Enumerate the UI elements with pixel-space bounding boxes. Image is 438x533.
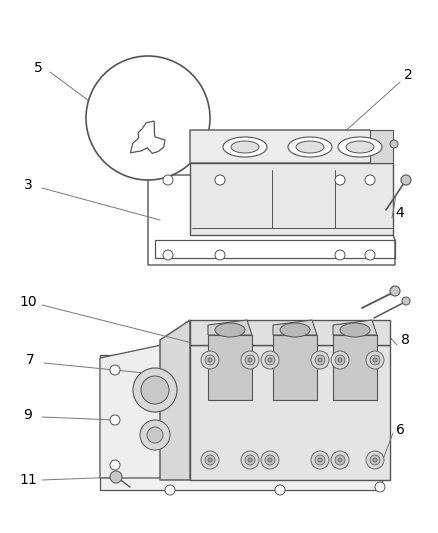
Circle shape [268, 358, 272, 362]
Circle shape [311, 451, 329, 469]
Ellipse shape [215, 323, 245, 337]
Circle shape [110, 415, 120, 425]
Polygon shape [190, 163, 393, 235]
Polygon shape [160, 320, 190, 480]
Circle shape [373, 458, 377, 462]
Circle shape [335, 250, 345, 260]
Text: 7: 7 [26, 353, 34, 367]
Circle shape [86, 56, 210, 180]
Circle shape [163, 175, 173, 185]
Circle shape [331, 351, 349, 369]
Circle shape [365, 250, 375, 260]
Circle shape [338, 458, 342, 462]
Circle shape [366, 451, 384, 469]
Circle shape [141, 376, 169, 404]
Circle shape [268, 458, 272, 462]
Circle shape [375, 482, 385, 492]
Polygon shape [190, 320, 390, 345]
Circle shape [140, 420, 170, 450]
Ellipse shape [231, 141, 259, 153]
Circle shape [318, 458, 322, 462]
Polygon shape [208, 320, 252, 335]
Circle shape [331, 451, 349, 469]
Polygon shape [273, 320, 317, 335]
Circle shape [390, 286, 400, 296]
Circle shape [245, 355, 255, 365]
Circle shape [201, 351, 219, 369]
Circle shape [133, 368, 177, 412]
Circle shape [370, 455, 380, 465]
Circle shape [241, 451, 259, 469]
Text: 4: 4 [396, 206, 404, 220]
Circle shape [201, 451, 219, 469]
Text: 11: 11 [19, 473, 37, 487]
Circle shape [401, 175, 411, 185]
Ellipse shape [296, 141, 324, 153]
Circle shape [205, 455, 215, 465]
Circle shape [335, 175, 345, 185]
Circle shape [215, 175, 225, 185]
Circle shape [261, 451, 279, 469]
Circle shape [147, 427, 163, 443]
Polygon shape [190, 130, 393, 163]
Text: 3: 3 [24, 178, 32, 192]
Circle shape [248, 358, 252, 362]
Polygon shape [208, 335, 252, 400]
Ellipse shape [288, 137, 332, 157]
Circle shape [248, 458, 252, 462]
Polygon shape [370, 130, 393, 163]
Circle shape [110, 471, 122, 483]
Ellipse shape [223, 137, 267, 157]
Ellipse shape [338, 137, 382, 157]
Polygon shape [333, 335, 377, 400]
Circle shape [275, 485, 285, 495]
Circle shape [261, 351, 279, 369]
Circle shape [402, 297, 410, 305]
Circle shape [205, 355, 215, 365]
Circle shape [366, 351, 384, 369]
Circle shape [110, 460, 120, 470]
Text: 2: 2 [404, 68, 412, 82]
Circle shape [265, 355, 275, 365]
Circle shape [265, 455, 275, 465]
Text: 9: 9 [24, 408, 32, 422]
Circle shape [365, 175, 375, 185]
Polygon shape [100, 355, 382, 490]
Polygon shape [273, 335, 317, 400]
Circle shape [318, 358, 322, 362]
Circle shape [208, 358, 212, 362]
Text: 8: 8 [401, 333, 410, 347]
Text: 10: 10 [19, 295, 37, 309]
Text: 6: 6 [396, 423, 404, 437]
Circle shape [370, 355, 380, 365]
Circle shape [163, 250, 173, 260]
Circle shape [373, 358, 377, 362]
Circle shape [390, 140, 398, 148]
Polygon shape [190, 345, 390, 480]
Circle shape [110, 365, 120, 375]
Polygon shape [100, 340, 185, 478]
Circle shape [311, 351, 329, 369]
Circle shape [215, 250, 225, 260]
Ellipse shape [280, 323, 310, 337]
Ellipse shape [346, 141, 374, 153]
Circle shape [165, 485, 175, 495]
Ellipse shape [340, 323, 370, 337]
Circle shape [245, 455, 255, 465]
Circle shape [335, 355, 345, 365]
Circle shape [335, 455, 345, 465]
Circle shape [315, 455, 325, 465]
Polygon shape [333, 320, 377, 335]
Circle shape [338, 358, 342, 362]
Circle shape [241, 351, 259, 369]
Circle shape [315, 355, 325, 365]
Text: 5: 5 [34, 61, 42, 75]
Circle shape [208, 458, 212, 462]
